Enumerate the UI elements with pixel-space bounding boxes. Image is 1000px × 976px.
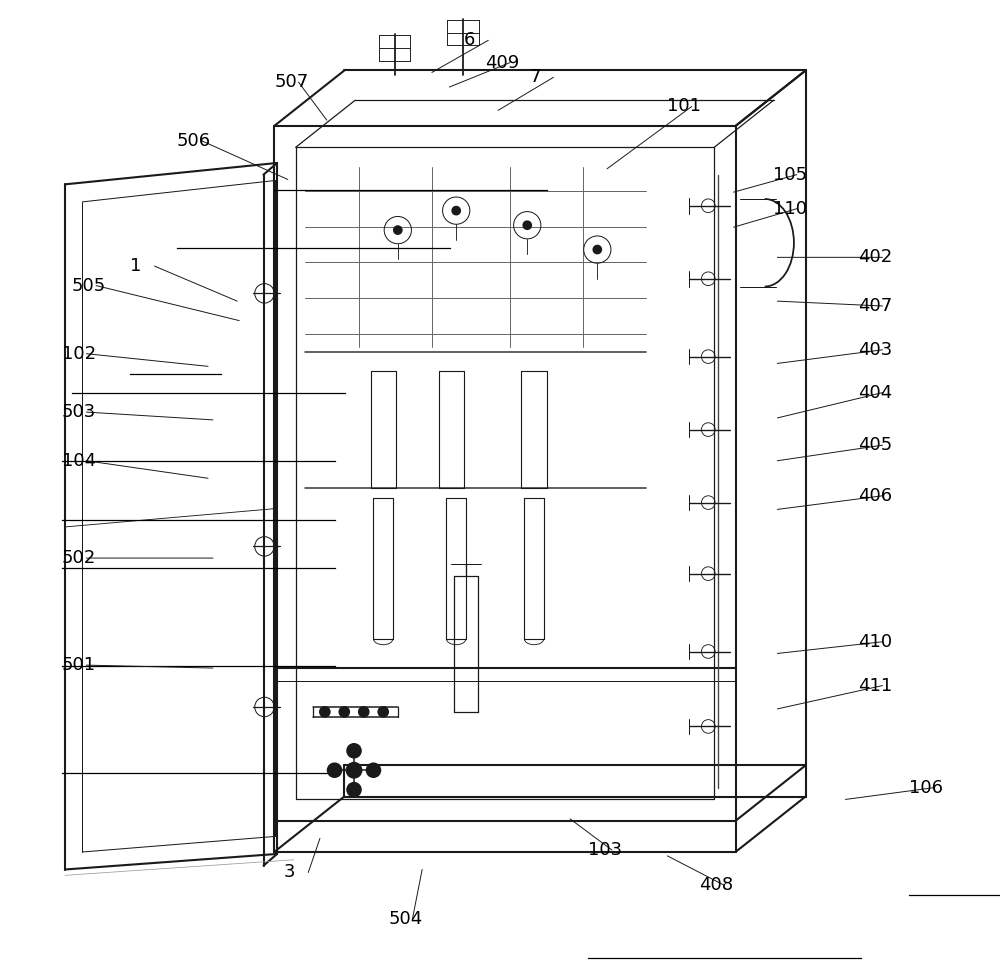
Circle shape (451, 206, 461, 216)
Text: 407: 407 (858, 297, 892, 315)
Circle shape (592, 245, 602, 255)
Text: 501: 501 (62, 656, 96, 674)
Text: 7: 7 (529, 68, 541, 86)
Text: 1: 1 (130, 257, 142, 275)
Text: 102: 102 (62, 345, 96, 363)
Text: 110: 110 (773, 200, 807, 218)
Text: 106: 106 (909, 779, 943, 796)
Text: 404: 404 (858, 384, 892, 402)
Text: 507: 507 (274, 73, 308, 91)
Circle shape (377, 706, 389, 717)
Circle shape (358, 706, 370, 717)
Text: 103: 103 (588, 841, 622, 859)
Circle shape (327, 762, 342, 778)
Text: 503: 503 (62, 403, 96, 421)
Text: 402: 402 (858, 248, 892, 266)
Text: 3: 3 (284, 864, 295, 881)
Text: 505: 505 (72, 276, 106, 295)
Text: 408: 408 (700, 876, 734, 894)
Text: 409: 409 (485, 54, 520, 71)
Text: 6: 6 (464, 31, 475, 50)
Text: 504: 504 (388, 911, 422, 928)
Text: 101: 101 (667, 98, 701, 115)
Circle shape (338, 706, 350, 717)
Circle shape (346, 782, 362, 797)
Circle shape (346, 743, 362, 758)
Circle shape (393, 225, 403, 235)
Text: 105: 105 (773, 166, 807, 183)
Text: 406: 406 (858, 487, 892, 505)
Text: 104: 104 (62, 452, 96, 469)
Text: 502: 502 (62, 549, 96, 567)
Text: 403: 403 (858, 341, 892, 359)
Text: 411: 411 (858, 676, 892, 695)
Text: 405: 405 (858, 436, 892, 454)
Circle shape (346, 762, 362, 778)
Text: 410: 410 (858, 632, 892, 651)
Circle shape (366, 762, 381, 778)
Circle shape (319, 706, 331, 717)
Text: 506: 506 (177, 132, 211, 149)
Circle shape (522, 221, 532, 230)
